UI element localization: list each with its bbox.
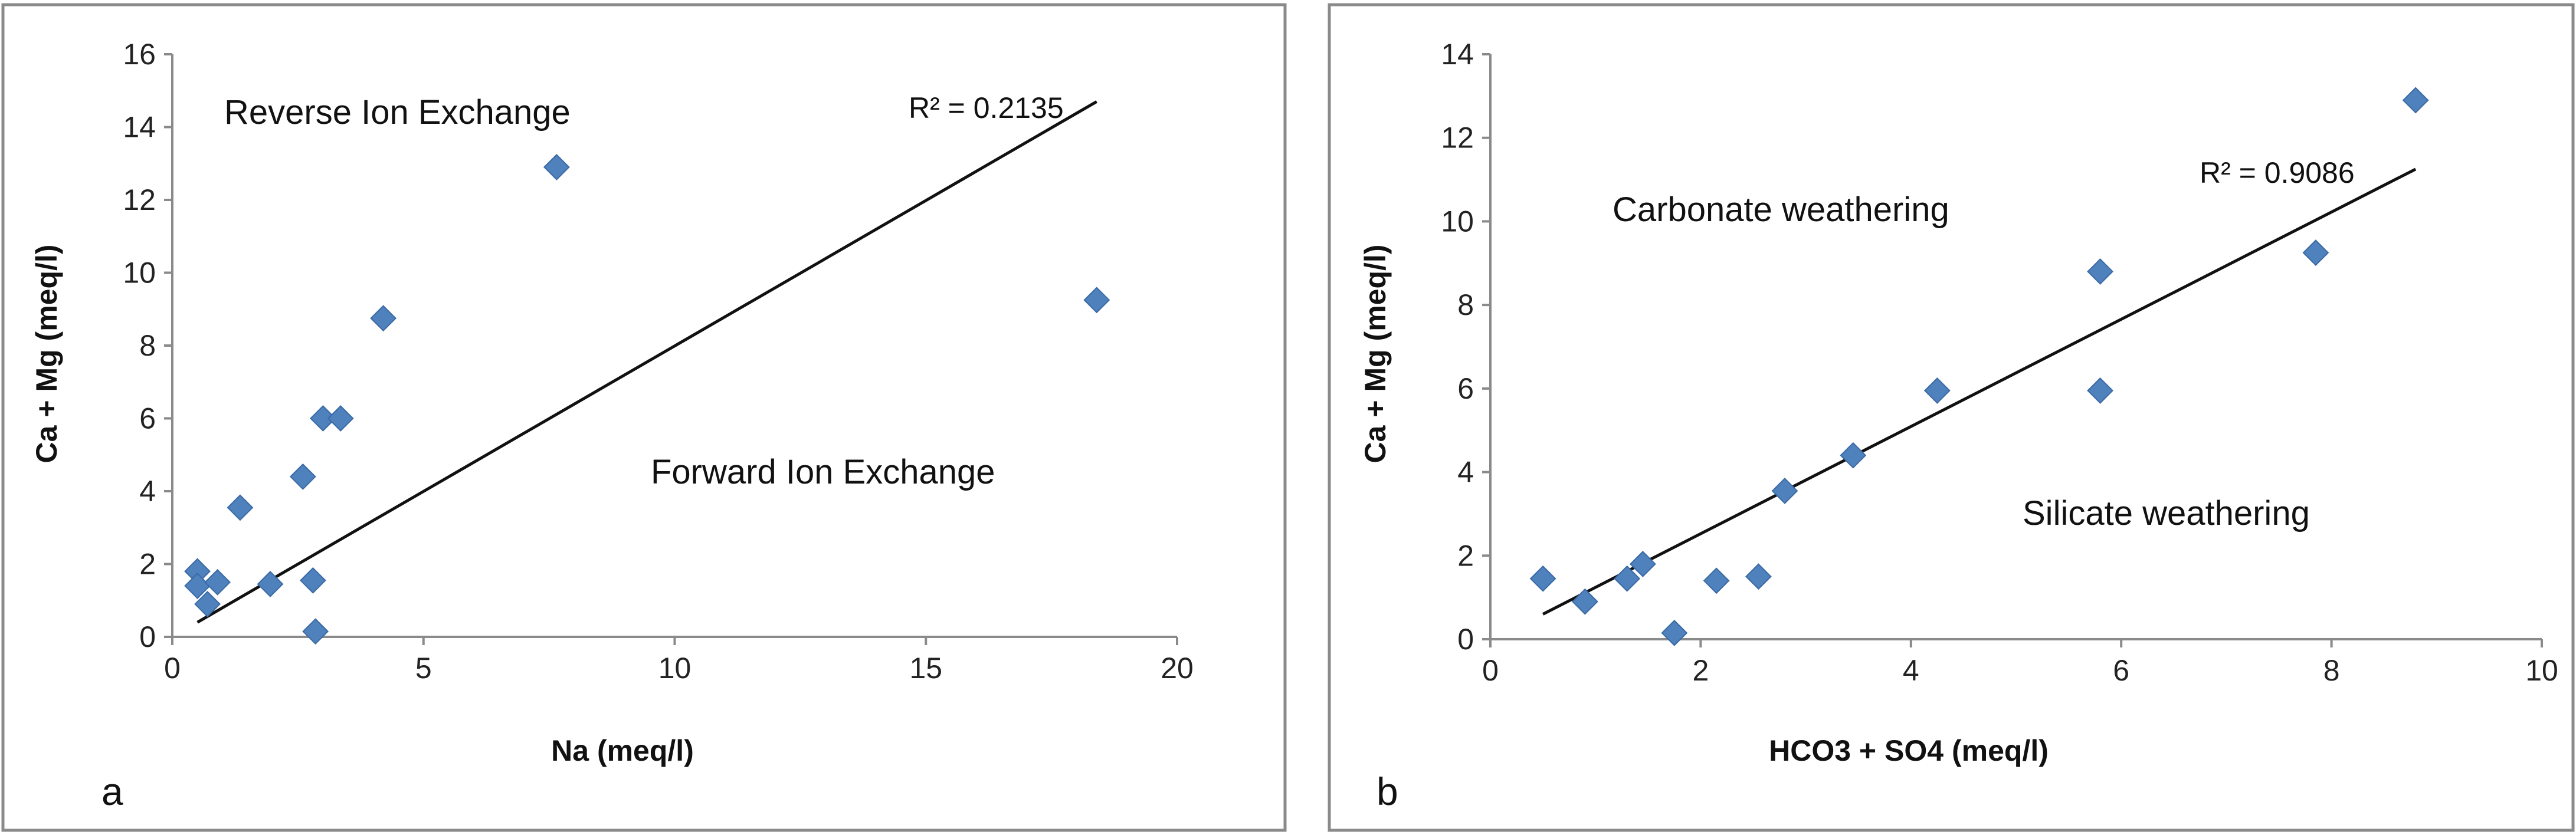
- y-tick-label: 6: [1457, 372, 1474, 405]
- data-point: [2087, 258, 2113, 285]
- data-point: [2402, 87, 2429, 114]
- data-point: [370, 305, 397, 332]
- chart-b-y-axis-title: Ca + Mg (meq/l): [1359, 245, 1392, 463]
- chart-a-annotation-forward: Forward Ion Exchange: [651, 453, 995, 491]
- x-tick-label: 10: [2525, 654, 2558, 687]
- x-tick-label: 0: [1482, 654, 1499, 687]
- data-point: [300, 567, 326, 594]
- chart-b-annotation-silicate: Silicate weathering: [2023, 494, 2310, 532]
- x-tick-label: 2: [1692, 654, 1709, 687]
- data-point: [543, 154, 570, 180]
- chart-b-x-ticks: 0 2 4 6 8 10: [1482, 639, 2558, 687]
- chart-panel-a: 0 2 4 6 8 10 12 14 16 0 5 10 15 20 Na (meq/l) Ca + M…: [1, 3, 1287, 832]
- chart-b-frame: [1328, 3, 2575, 832]
- y-tick-label: 10: [123, 257, 156, 290]
- data-point: [257, 571, 284, 597]
- chart-a-panel-letter: a: [101, 770, 123, 813]
- chart-a-svg: 0 2 4 6 8 10 12 14 16 0 5 10 15 20 Na (meq/l) Ca + M…: [1, 3, 1287, 832]
- data-point: [1745, 563, 1772, 590]
- chart-b-y-ticks: 0 2 4 6 8 10 12 14: [1441, 38, 1490, 656]
- y-tick-label: 0: [139, 620, 156, 653]
- y-tick-label: 12: [1441, 121, 1474, 154]
- chart-a-trendline: [196, 100, 1098, 624]
- x-tick-label: 4: [1903, 654, 1919, 687]
- chart-a-points: [184, 154, 1110, 645]
- chart-b-points: [1529, 87, 2429, 646]
- y-tick-label: 4: [139, 475, 156, 508]
- y-tick-label: 2: [1457, 539, 1474, 572]
- chart-b-svg: 0 2 4 6 8 10 12 14 0 2 4 6 8 10 HCO3 + SO4 (meq/l) C…: [1328, 3, 2575, 832]
- x-tick-label: 0: [164, 652, 181, 685]
- y-tick-label: 14: [1441, 38, 1474, 71]
- chart-a-y-axis-title: Ca + Mg (meq/l): [30, 245, 63, 463]
- chart-b-annotation-carbonate: Carbonate weathering: [1613, 190, 1949, 229]
- x-tick-label: 5: [415, 652, 432, 685]
- x-tick-label: 20: [1161, 652, 1194, 685]
- x-tick-label: 8: [2323, 654, 2340, 687]
- data-point: [302, 618, 329, 645]
- chart-b-trendline: [1542, 167, 2417, 616]
- data-point: [204, 568, 231, 596]
- data-point: [1703, 567, 1730, 594]
- y-tick-label: 2: [139, 548, 156, 581]
- chart-a-x-axis-title: Na (meq/l): [551, 734, 694, 767]
- chart-a-frame: [1, 3, 1287, 832]
- data-point: [289, 463, 316, 490]
- y-tick-label: 10: [1441, 205, 1474, 238]
- y-tick-label: 14: [123, 111, 156, 144]
- x-tick-label: 15: [909, 652, 942, 685]
- y-tick-label: 4: [1457, 456, 1474, 489]
- data-point: [194, 591, 221, 617]
- data-point: [1771, 478, 1798, 504]
- data-point: [1614, 565, 1641, 592]
- chart-a-x-ticks: 0 5 10 15 20: [164, 637, 1194, 685]
- data-point: [1840, 442, 1867, 469]
- data-point: [2302, 239, 2329, 266]
- x-tick-label: 6: [2113, 654, 2129, 687]
- chart-a-r2-label: R² = 0.2135: [909, 91, 1064, 124]
- chart-panel-b: 0 2 4 6 8 10 12 14 0 2 4 6 8 10 HCO3 + SO4 (meq/l) C…: [1288, 0, 2576, 835]
- data-point: [1923, 377, 1951, 404]
- data-point: [310, 405, 336, 432]
- chart-a-annotation-reverse: Reverse Ion Exchange: [224, 93, 571, 132]
- chart-b-panel-letter: b: [1377, 770, 1398, 813]
- data-point: [1529, 565, 1556, 592]
- y-tick-label: 12: [123, 183, 156, 216]
- data-point: [1629, 551, 1656, 577]
- x-tick-label: 10: [658, 652, 691, 685]
- data-point: [1083, 287, 1110, 314]
- y-tick-label: 8: [139, 329, 156, 362]
- y-tick-label: 6: [139, 402, 156, 435]
- data-point: [1571, 588, 1598, 615]
- chart-b-r2-label: R² = 0.9086: [2200, 156, 2355, 189]
- data-point: [1661, 619, 1688, 646]
- chart-a-y-ticks: 0 2 4 6 8 10 12 14 16: [123, 38, 172, 653]
- y-tick-label: 0: [1457, 623, 1474, 656]
- y-tick-label: 8: [1457, 288, 1474, 321]
- y-tick-label: 16: [123, 38, 156, 71]
- data-point: [2087, 377, 2113, 404]
- data-point: [227, 494, 254, 521]
- data-point: [327, 405, 354, 432]
- chart-b-x-axis-title: HCO3 + SO4 (meq/l): [1769, 734, 2049, 767]
